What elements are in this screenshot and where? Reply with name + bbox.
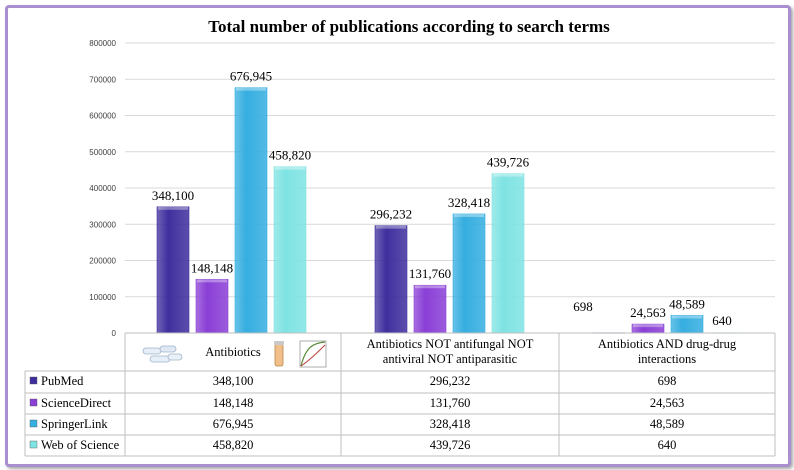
bar-bevel: [415, 285, 445, 289]
pill-capsules-icon: [142, 345, 183, 363]
table-cell: 24,563: [650, 396, 684, 410]
bar-springerlink: [452, 213, 486, 334]
bar-layer: [156, 87, 743, 334]
bar-pubmed: [156, 206, 190, 334]
y-tick-label: 400000: [89, 184, 116, 193]
bar-springerlink: [234, 87, 268, 334]
category-label: Antibiotics: [205, 345, 261, 359]
table-cell: 348,100: [213, 374, 254, 388]
y-tick-label: 600000: [89, 112, 116, 121]
data-label: 148,148: [191, 260, 233, 275]
bar-bevel: [236, 87, 266, 91]
data-label: 328,418: [448, 195, 490, 210]
y-tick-label: 800000: [89, 39, 116, 48]
data-label: 698: [573, 299, 593, 314]
bar-bevel: [633, 324, 663, 328]
bar-bevel: [493, 173, 523, 177]
y-tick-label: 700000: [89, 75, 116, 84]
table-cell: 640: [658, 438, 677, 452]
category-label: Antibiotics AND drug-drug: [598, 337, 737, 351]
legend-label: SpringerLink: [41, 417, 108, 431]
chart-title: Total number of publications according t…: [208, 17, 610, 36]
table-cell: 131,760: [430, 396, 471, 410]
table-cell: 698: [658, 374, 677, 388]
data-label: 296,232: [370, 207, 412, 222]
bar-bevel: [275, 166, 305, 170]
table-cell: 48,589: [650, 417, 684, 431]
y-tick-label: 200000: [89, 257, 116, 266]
legend-key: [29, 440, 38, 449]
bar-bevel: [454, 213, 484, 217]
data-label: 131,760: [409, 266, 451, 281]
antibiotics-icons: [142, 340, 327, 368]
data-label: 24,563: [630, 305, 666, 320]
data-label: 48,589: [669, 296, 705, 311]
table-cell: 296,232: [430, 374, 471, 388]
y-tick-label: 100000: [89, 293, 116, 302]
bar-web-of-science: [273, 166, 307, 334]
legend-key: [29, 398, 38, 407]
label-layer: 348,100 148,148 676,945 458,820 296,232 131,7…: [152, 69, 732, 328]
legend-label: PubMed: [41, 374, 84, 388]
data-label: 439,726: [487, 155, 530, 170]
bar-bevel: [376, 225, 406, 229]
bar-sciencedirect: [413, 284, 447, 334]
legend-key: [29, 419, 38, 428]
y-tick-label: 0: [112, 329, 117, 338]
table-cell: 328,418: [430, 417, 471, 431]
table-cell: 439,726: [430, 438, 471, 452]
data-label: 348,100: [152, 188, 194, 203]
bar-web-of-science: [491, 173, 525, 334]
category-label: interactions: [638, 352, 696, 366]
vial-icon: [274, 341, 284, 367]
bar-bevel: [197, 279, 227, 283]
bar-pubmed: [374, 225, 408, 334]
bar-bevel: [672, 315, 702, 319]
table-cell: 148,148: [213, 396, 254, 410]
data-label: 640: [712, 313, 732, 328]
data-label: 458,820: [269, 148, 311, 163]
y-tick-label: 500000: [89, 148, 116, 157]
category-label: antiviral NOT antiparasitic: [383, 352, 518, 366]
legend-label: Web of Science: [41, 438, 120, 452]
y-tick-label: 300000: [89, 220, 116, 229]
category-label: Antibiotics NOT antifungal NOT: [367, 337, 534, 351]
legend-label: ScienceDirect: [41, 396, 112, 410]
table-cell: 676,945: [213, 417, 254, 431]
data-table: Antibiotics Antibiotics NOT antifungal NO…: [24, 332, 776, 457]
dose-curve-icon: [299, 340, 327, 368]
bar-sciencedirect: [195, 278, 229, 334]
bar-bevel: [158, 206, 188, 210]
data-label: 676,945: [230, 69, 272, 84]
table-cell: 458,820: [213, 438, 254, 452]
legend-key: [29, 376, 38, 385]
